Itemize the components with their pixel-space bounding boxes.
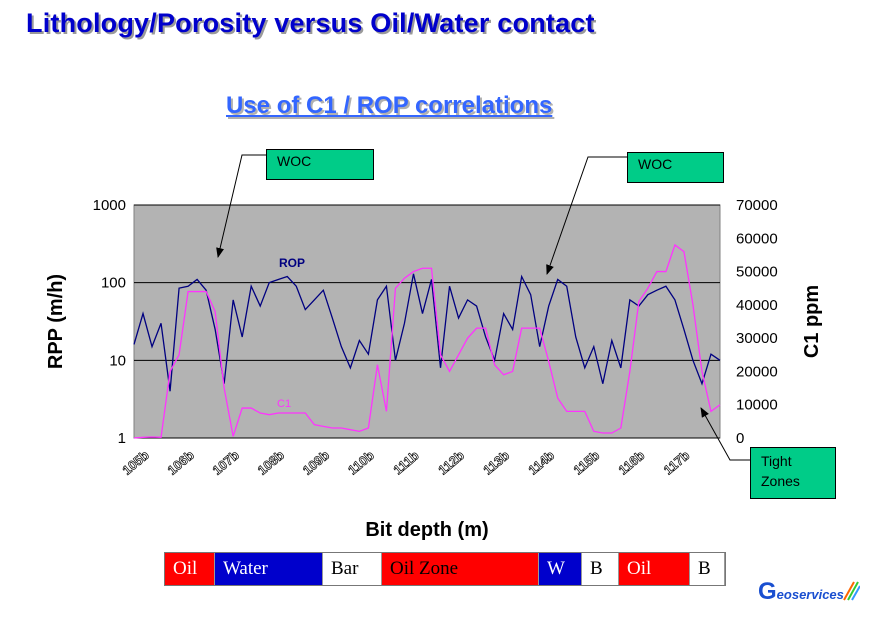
zone-segment: Water — [215, 553, 323, 585]
x-tick-label: 117b — [661, 447, 693, 477]
y-tick-label: 1 — [118, 430, 126, 447]
y2-tick-label: 40000 — [736, 297, 778, 314]
logo-text: eoservices — [776, 587, 844, 602]
woc-arrow-right — [546, 156, 627, 275]
logo-initial: G — [758, 578, 777, 605]
zone-segment: Bar — [323, 553, 382, 585]
woc-callout-right: WOC — [627, 152, 724, 183]
zone-segment: W — [539, 553, 582, 585]
x-tick-label: 116b — [616, 447, 648, 477]
y2-tick-label: 10000 — [736, 397, 778, 414]
y2-tick-label: 0 — [736, 430, 744, 447]
x-tick-label: 111b — [390, 448, 421, 478]
woc-callout-left: WOC — [266, 149, 374, 180]
y2-tick-label: 50000 — [736, 264, 778, 281]
zone-segment: Oil — [165, 553, 215, 585]
woc-arrow-left — [216, 154, 266, 258]
zone-segment: B — [690, 553, 725, 585]
y-tick-label: 100 — [101, 275, 126, 292]
y-tick-label: 10 — [109, 352, 126, 369]
x-axis-title: Bit depth (m) — [365, 519, 488, 541]
x-tick-label: 115b — [570, 447, 602, 477]
y2-tick-label: 30000 — [736, 330, 778, 347]
y2-tick-label: 60000 — [736, 230, 778, 247]
series-label-c1: C1 — [277, 398, 291, 410]
slide-subtitle: Use of C1 / ROP correlations — [226, 92, 553, 119]
logo-stripes-icon — [843, 581, 860, 601]
zone-segment: Oil — [619, 553, 690, 585]
x-tick-label: 113b — [480, 447, 512, 477]
x-tick-label: 107b — [210, 447, 242, 478]
y-axis-title: RPP (m/h) — [45, 274, 67, 369]
y-tick-label: 1000 — [93, 197, 126, 214]
x-tick-label: 109b — [300, 447, 332, 478]
y2-tick-label: 70000 — [736, 197, 778, 214]
x-tick-label: 110b — [345, 447, 377, 477]
series-label-rop: ROP — [279, 256, 305, 270]
x-tick-label: 114b — [525, 447, 557, 477]
series-line-rop — [133, 273, 721, 392]
tight-zones-callout: Tight Zones — [750, 447, 836, 499]
series-line-c1 — [133, 243, 721, 439]
slide-title: Lithology/Porosity versus Oil/Water cont… — [26, 8, 595, 38]
tight-zones-arrow — [700, 407, 750, 461]
x-tick-label: 112b — [435, 447, 467, 477]
y2-axis-title: C1 ppm — [801, 285, 823, 358]
zone-legend-bar: Oil Water Bar Oil Zone W B Oil B — [164, 552, 726, 586]
x-tick-label: 105b — [119, 447, 151, 478]
geoservices-logo: G eoservices — [758, 578, 860, 605]
zone-segment: Oil Zone — [382, 553, 539, 585]
zone-segment: B — [582, 553, 619, 585]
x-tick-label: 106b — [165, 447, 197, 478]
y2-tick-label: 20000 — [736, 363, 778, 380]
x-tick-label: 108b — [255, 447, 287, 478]
plot-area — [133, 204, 721, 439]
